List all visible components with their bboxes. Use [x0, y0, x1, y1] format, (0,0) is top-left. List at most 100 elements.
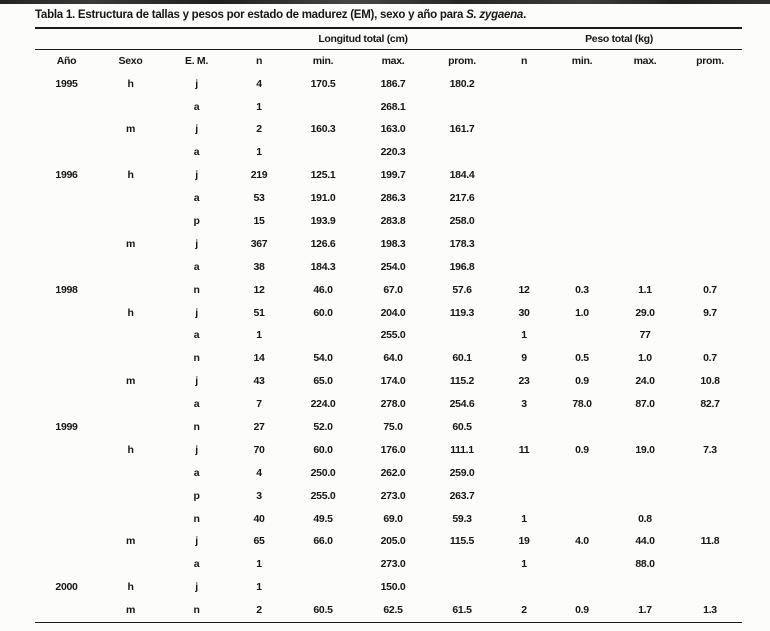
table-cell-min-peso: 0.9: [575, 375, 589, 388]
table-cell-em: a: [193, 192, 200, 205]
table-cell-prom-longitud: 60.5: [452, 420, 472, 433]
group-header-longitud: Longitud total (cm): [318, 32, 408, 45]
table-cell-min-longitud: 60.0: [313, 306, 333, 319]
table-cell-n-peso: 1: [521, 329, 527, 342]
table-cell-em: j: [195, 375, 198, 388]
table-cell-n-longitud: 7: [256, 398, 262, 411]
table-cell-min-longitud: 54.0: [313, 352, 333, 365]
table-cell-n-longitud: 27: [253, 420, 265, 433]
table-cell-prom-longitud: 57.6: [452, 283, 472, 296]
table-cell-n-longitud: 4: [256, 466, 262, 479]
table-cell-n-longitud: 70: [253, 443, 265, 456]
table-cell-prom-longitud: 258.0: [449, 214, 475, 227]
table-row: a 1 273.0 1 88.0: [35, 553, 742, 576]
table-cell-max-longitud: 268.1: [380, 100, 406, 113]
table-cell-min-longitud: 66.0: [313, 535, 333, 548]
table-cell-em: j: [195, 237, 198, 250]
table-cell-sexo: h: [127, 443, 134, 456]
table-cell-sexo: m: [125, 375, 136, 388]
top-rule: [35, 27, 742, 29]
table-cell-sexo: m: [125, 535, 136, 548]
table-cell-prom-peso: 10.8: [700, 375, 720, 388]
table-cell-anio: 1998: [55, 283, 78, 296]
table-cell-max-longitud: 286.3: [380, 192, 406, 205]
table-cell-max-longitud: 62.5: [383, 604, 403, 617]
table-cell-n-longitud: 4: [256, 77, 262, 90]
table-cell-n-longitud: 38: [253, 260, 265, 273]
table-cell-n-longitud: 2: [256, 123, 262, 136]
table-cell-max-longitud: 283.8: [380, 214, 406, 227]
table-cell-max-longitud: 186.7: [380, 77, 406, 90]
table-cell-max-longitud: 75.0: [383, 420, 403, 433]
table-cell-max-longitud: 199.7: [380, 169, 406, 182]
table-cell-min-longitud: 191.0: [310, 192, 336, 205]
table-cell-n-peso: 11: [518, 443, 530, 456]
table-cell-n-longitud: 14: [253, 352, 265, 365]
table-row: a 53 191.0 286.3 217.6: [35, 187, 742, 210]
table-cell-max-longitud: 273.0: [380, 558, 406, 571]
table-cell-min-longitud: 125.1: [310, 169, 336, 182]
table-cell-sexo: m: [125, 604, 136, 617]
table-cell-n-longitud: 367: [250, 237, 268, 250]
table-cell-max-longitud: 255.0: [380, 329, 406, 342]
table-cell-min-peso: 4.0: [575, 535, 589, 548]
table-cell-max-peso: 88.0: [635, 558, 655, 571]
table-cell-n-longitud: 40: [253, 512, 265, 525]
column-header-n-longitud: n: [255, 55, 263, 68]
table-cell-max-longitud: 163.0: [380, 123, 406, 136]
table-cell-max-peso: 24.0: [635, 375, 655, 388]
table-cell-em: j: [195, 581, 198, 594]
table-cell-n-longitud: 1: [256, 146, 262, 159]
table-cell-prom-longitud: 184.4: [449, 169, 475, 182]
table-cell-em: a: [193, 466, 200, 479]
table-cell-prom-longitud: 161.7: [449, 123, 475, 136]
table-cell-n-peso: 3: [521, 398, 527, 411]
table-row: m j 2 160.3 163.0 161.7: [35, 118, 742, 141]
column-header-prom-longitud: prom.: [448, 55, 476, 68]
table-row: p 15 193.9 283.8 258.0: [35, 210, 742, 233]
table-cell-max-peso: 29.0: [635, 306, 655, 319]
table-row: a 1 255.0 1 77: [35, 324, 742, 347]
table-row: a 38 184.3 254.0 196.8: [35, 255, 742, 278]
table-cell-em: n: [193, 283, 200, 296]
table-cell-em: a: [193, 146, 200, 159]
table-row: 1998 n 12 46.0 67.0 57.6 12 0.3 1.1 0.7: [35, 278, 742, 301]
table-cell-max-longitud: 64.0: [383, 352, 403, 365]
table-cell-max-longitud: 174.0: [380, 375, 406, 388]
table-cell-n-peso: 30: [518, 306, 530, 319]
table-body: 1995 h j 4 170.5 186.7 180.2 a 1 268.1 m j 2 160.3 163…: [35, 72, 742, 621]
table-row: a 1 268.1: [35, 95, 742, 118]
table-cell-min-longitud: 60.5: [313, 604, 333, 617]
table-row: a 7 224.0 278.0 254.6 3 78.0 87.0 82.7: [35, 393, 742, 416]
column-header-min-longitud: min.: [312, 55, 334, 68]
table-cell-sexo: m: [125, 237, 136, 250]
table-cell-prom-peso: 0.7: [703, 352, 717, 365]
table-cell-min-longitud: 46.0: [313, 283, 333, 296]
table-row: m j 65 66.0 205.0 115.5 19 4.0 44.0 11.8: [35, 530, 742, 553]
column-header-row: Año Sexo E. M. n min. max. prom. n min. max. prom.: [35, 50, 742, 72]
table-cell-n-longitud: 1: [256, 329, 262, 342]
table-cell-max-peso: 1.1: [638, 283, 652, 296]
table-cell-prom-peso: 1.3: [703, 604, 717, 617]
table-cell-max-peso: 0.8: [638, 512, 652, 525]
column-header-prom-peso: prom.: [696, 55, 724, 68]
table-row: m j 367 126.6 198.3 178.3: [35, 232, 742, 255]
table-cell-anio: 1996: [55, 169, 78, 182]
table-cell-prom-longitud: 263.7: [449, 489, 475, 502]
table-cell-max-longitud: 67.0: [383, 283, 403, 296]
table-cell-max-peso: 1.0: [638, 352, 652, 365]
table-cell-n-longitud: 1: [256, 581, 262, 594]
table-row: 1995 h j 4 170.5 186.7 180.2: [35, 72, 742, 95]
table-cell-em: j: [195, 306, 198, 319]
table-cell-max-peso: 1.7: [638, 604, 652, 617]
table-cell-min-longitud: 224.0: [310, 398, 336, 411]
table-cell-prom-peso: 82.7: [700, 398, 720, 411]
table-cell-anio: 1999: [55, 420, 78, 433]
table-cell-prom-longitud: 59.3: [452, 512, 472, 525]
table-cell-n-peso: 23: [518, 375, 530, 388]
table-cell-sexo: h: [127, 169, 134, 182]
table-cell-n-peso: 1: [521, 558, 527, 571]
table-cell-max-peso: 77: [639, 329, 651, 342]
group-header-row: Longitud total (cm) Peso total (kg): [35, 29, 742, 49]
table-cell-em: j: [195, 169, 198, 182]
